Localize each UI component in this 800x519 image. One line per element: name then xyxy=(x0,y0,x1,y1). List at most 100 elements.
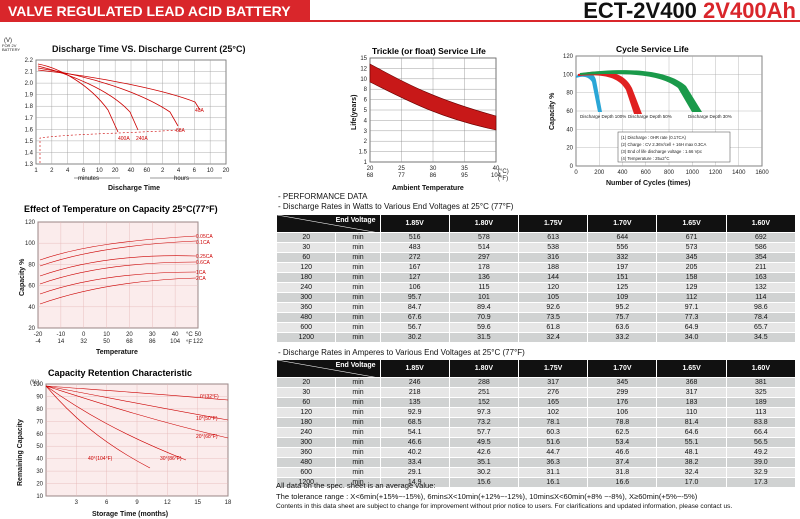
cycle-grid xyxy=(575,55,763,167)
watts-value: 95.7 xyxy=(379,292,450,303)
amps-row: 180 min 68.5 73.2 78.1 78.8 81.4 83.8 xyxy=(275,417,797,428)
amps-time: 60 xyxy=(275,397,337,408)
watts-unit: min xyxy=(335,232,381,243)
watts-value: 67.6 xyxy=(379,312,450,323)
amps-value: 81.4 xyxy=(656,417,727,428)
amps-unit: min xyxy=(335,387,381,398)
amps-row: 60 min 135 152 165 176 183 189 xyxy=(275,397,797,408)
tr-xtick2: 68 xyxy=(367,173,374,179)
amps-value: 53.4 xyxy=(587,437,658,448)
amps-value: 176 xyxy=(587,397,658,408)
dis-xtick: 4 xyxy=(177,168,181,174)
dis-xtick: 6 xyxy=(193,168,197,174)
cycle-curve-30 xyxy=(580,70,702,112)
watts-row: 240 min 106 115 120 125 129 132 xyxy=(275,282,797,293)
amps-row: 30 min 218 251 276 299 317 325 xyxy=(275,387,797,398)
amps-time: 20 xyxy=(275,377,337,388)
trickle-unit-c: (°C) xyxy=(498,169,509,175)
watts-value: 578 xyxy=(448,232,520,243)
amps-value: 14.9 xyxy=(379,477,450,488)
tr-ytick: 3 xyxy=(364,129,368,135)
re-xtick: 18 xyxy=(225,500,232,506)
amps-value: 165 xyxy=(518,397,589,408)
tr-ytick: 1 xyxy=(364,160,368,166)
dis-xtick: 10 xyxy=(96,168,103,174)
dis-ytick: 2.2 xyxy=(25,58,34,64)
te-xtick2: 122 xyxy=(193,339,204,345)
watts-v-4: 1.65V xyxy=(656,214,727,233)
watts-value: 115 xyxy=(448,282,520,293)
amps-value: 135 xyxy=(379,397,450,408)
cy-ytick: 0 xyxy=(570,164,574,170)
watts-time: 360 xyxy=(275,302,337,313)
te-xtick2: 32 xyxy=(80,339,87,345)
cycle-ylabel: Capacity % xyxy=(549,92,556,130)
re-xtick: 9 xyxy=(135,500,139,506)
cycle-chart: Cycle Service Life 120 100 80 60 40 20 0 0 200 4… xyxy=(546,40,800,190)
watts-value: 64.9 xyxy=(656,322,727,333)
discharge-curve-2 xyxy=(37,65,139,131)
tr-ytick: 10 xyxy=(360,77,367,83)
dis-xtick: 4 xyxy=(66,168,70,174)
watts-value: 106 xyxy=(379,282,450,293)
trickle-yticks: 15 12 10 8 6 5 4 3 2 1.5 1 xyxy=(359,56,368,166)
amps-value: 48.1 xyxy=(656,447,727,458)
watts-value: 132 xyxy=(725,282,797,293)
amps-value: 30.2 xyxy=(448,467,520,478)
trickle-unit-f: (°F) xyxy=(498,176,508,182)
amps-value: 54.1 xyxy=(379,427,450,438)
watts-corner-label: End Voltage xyxy=(335,217,376,224)
tr-ytick: 4 xyxy=(364,118,368,124)
watts-unit: min xyxy=(335,322,381,333)
depth-30: Discharge Depth 30% xyxy=(688,114,732,119)
watts-value: 59.6 xyxy=(448,322,520,333)
amps-value: 51.6 xyxy=(518,437,589,448)
curve-label-40a: 40A xyxy=(195,108,205,114)
amps-value: 381 xyxy=(725,377,797,388)
cy-ytick: 40 xyxy=(566,127,573,133)
dis-ytick: 1.6 xyxy=(25,127,34,133)
amps-value: 44.7 xyxy=(518,447,589,458)
amps-unit: min xyxy=(335,437,381,448)
amps-value: 60.3 xyxy=(518,427,589,438)
cycle-title: Cycle Service Life xyxy=(616,44,689,54)
watts-time: 120 xyxy=(275,262,337,273)
re-xtick: 6 xyxy=(105,500,109,506)
watts-value: 158 xyxy=(656,272,727,283)
te-xtick: -10 xyxy=(57,332,66,338)
dis-xtick: 40 xyxy=(128,168,135,174)
tr-xtick: 40 xyxy=(493,166,500,172)
amps-value: 46.6 xyxy=(379,437,450,448)
amps-value: 33.4 xyxy=(379,457,450,468)
cy-xtick: 600 xyxy=(641,170,652,176)
watts-row: 60 min 272 297 316 332 345 354 xyxy=(275,252,797,263)
watts-value: 56.7 xyxy=(379,322,450,333)
amps-value: 78.1 xyxy=(518,417,589,428)
watts-value: 101 xyxy=(448,292,520,303)
amps-row: 20 min 246 288 317 345 368 381 xyxy=(275,377,797,388)
amps-value: 368 xyxy=(656,377,727,388)
depth-50: Discharge Depth 50% xyxy=(628,114,672,119)
watts-value: 573 xyxy=(656,242,727,253)
watts-time: 60 xyxy=(275,252,337,263)
amps-row: 600 min 29.1 30.2 31.1 31.8 32.4 32.9 xyxy=(275,467,797,478)
amps-value: 49.5 xyxy=(448,437,520,448)
te-ytick: 120 xyxy=(25,220,36,226)
watts-value: 33.2 xyxy=(587,332,658,343)
watts-value: 197 xyxy=(587,262,658,273)
cy-xtick: 1600 xyxy=(755,170,769,176)
temp-yticks: 120 100 80 60 40 20 xyxy=(25,220,36,332)
amps-value: 113 xyxy=(725,407,797,418)
re-ytick: 10 xyxy=(36,494,43,500)
watts-value: 163 xyxy=(725,272,797,283)
watts-time: 600 xyxy=(275,322,337,333)
discharge-unit: (V) xyxy=(4,38,12,44)
amps-value: 40.2 xyxy=(379,447,450,458)
retention-ylabel: Remaining Capacity xyxy=(17,419,24,486)
watts-v-2: 1.75V xyxy=(518,214,589,233)
retention-yticks: 100 90 80 70 60 50 40 30 20 10 xyxy=(33,382,44,500)
te-xtick: 50 xyxy=(195,332,202,338)
cy-ytick: 80 xyxy=(566,91,573,97)
